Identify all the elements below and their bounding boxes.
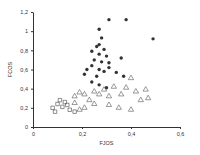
tick: 1,2 (20, 9, 33, 15)
point (82, 105, 87, 110)
tick: 0,4 (128, 127, 136, 137)
tick-mark (31, 31, 33, 32)
point (92, 101, 97, 106)
point (77, 89, 82, 94)
tick-mark (31, 108, 33, 109)
tick-mark (31, 50, 33, 51)
x-axis: 0 0,2 0,4 0,6 (32, 127, 184, 137)
tick: 0,6 (20, 67, 33, 73)
point (128, 107, 133, 112)
tick-label: 0,6 (177, 131, 185, 137)
tick-label: 0,2 (20, 105, 28, 111)
point (106, 93, 111, 98)
point (92, 89, 97, 94)
point (95, 45, 98, 48)
point (116, 105, 121, 110)
point (102, 48, 105, 51)
tick: 0,6 (177, 127, 185, 137)
y-axis: 0 0,2 0,4 0,6 0,8 1 1,2 (20, 9, 33, 130)
tick-mark (131, 127, 132, 129)
tick-label: 0,2 (79, 131, 87, 137)
point (138, 97, 143, 102)
point (128, 75, 133, 80)
axis-line (34, 127, 181, 128)
chart: 0 0,2 0,4 0,6 0 0,2 0,4 0,6 0,8 1 1,2 FJOS FCOS (0, 0, 200, 155)
x-axis-title: FJOS (99, 140, 113, 146)
point (106, 102, 111, 107)
point (68, 108, 71, 111)
tick: 1 (25, 28, 33, 34)
tick-mark (180, 127, 181, 129)
tick-mark (82, 127, 83, 129)
point (151, 37, 154, 40)
point (72, 93, 77, 98)
point (107, 61, 110, 64)
point (100, 60, 103, 63)
tick: 0 (25, 124, 33, 130)
y-axis-title: FCOS (7, 62, 13, 78)
point (143, 87, 148, 92)
tick-label: 0,4 (20, 86, 28, 92)
point (90, 80, 93, 83)
tick-label: 0,4 (128, 131, 136, 137)
tick-label: 0,8 (20, 48, 28, 54)
point (146, 95, 151, 100)
point (66, 103, 69, 106)
plot-area (51, 18, 155, 113)
point (51, 106, 54, 109)
point (115, 71, 118, 74)
point (97, 68, 100, 71)
tick-mark (31, 89, 33, 90)
tick-mark (31, 127, 33, 128)
point (72, 100, 77, 105)
point (93, 58, 96, 61)
point (97, 52, 100, 55)
point (119, 91, 124, 96)
tick-label: 0 (25, 124, 28, 130)
point (87, 97, 92, 102)
point (105, 54, 108, 57)
point (77, 107, 82, 112)
point (61, 105, 64, 108)
point (73, 110, 76, 113)
point (102, 70, 105, 73)
point (107, 18, 110, 21)
series (83, 18, 155, 89)
point (101, 87, 106, 92)
point (58, 98, 61, 101)
point (97, 91, 102, 96)
point (90, 50, 93, 53)
tick: 0,2 (79, 127, 87, 137)
tick-mark (31, 70, 33, 71)
tick: 0,2 (20, 105, 33, 111)
point (120, 56, 123, 59)
tick-mark (31, 12, 33, 13)
series (51, 98, 77, 113)
point (95, 75, 98, 78)
point (56, 102, 59, 105)
point (107, 66, 110, 69)
tick: 0,8 (20, 48, 33, 54)
tick-label: 1,2 (20, 9, 28, 15)
point (82, 91, 87, 96)
tick-label: 0,6 (20, 67, 28, 73)
point (124, 18, 127, 21)
point (85, 68, 88, 71)
tick: 0,4 (20, 86, 33, 92)
point (122, 75, 125, 78)
point (100, 36, 103, 39)
point (123, 85, 128, 90)
point (97, 28, 100, 31)
point (97, 83, 100, 86)
axis-line (33, 13, 34, 128)
point (83, 73, 86, 76)
series (72, 75, 151, 111)
point (133, 89, 138, 94)
point (53, 110, 56, 113)
tick-label: 0 (32, 131, 35, 137)
tick-label: 1 (25, 28, 28, 34)
tick: 0 (32, 127, 35, 137)
point (111, 84, 116, 89)
point (90, 64, 93, 67)
